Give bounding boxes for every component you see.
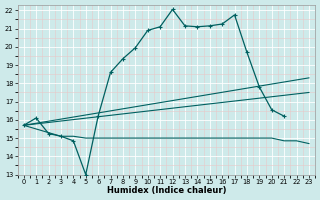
X-axis label: Humidex (Indice chaleur): Humidex (Indice chaleur) [107,186,226,195]
